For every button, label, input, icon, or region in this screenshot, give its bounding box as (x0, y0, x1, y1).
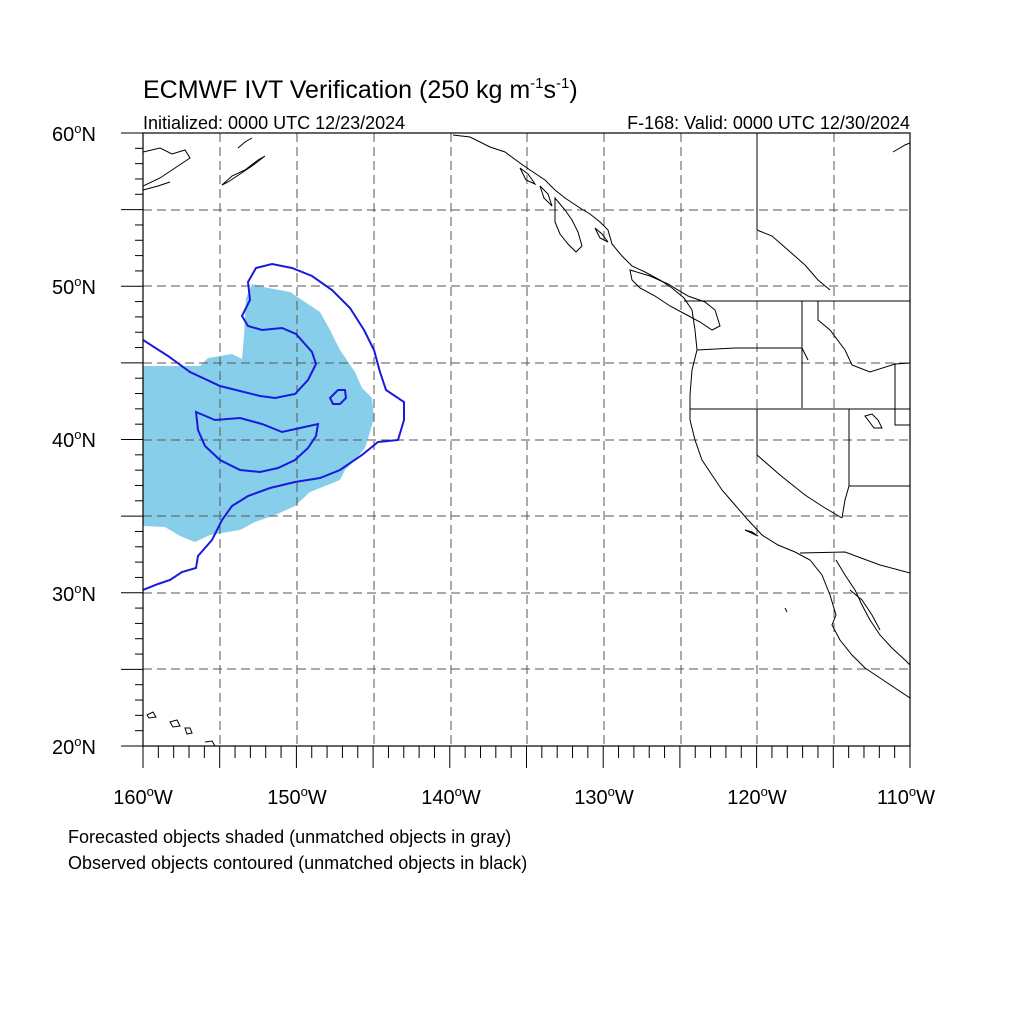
longitude-labels: 160oW 150oW 140oW 130oW 120oW 110oW (113, 784, 935, 809)
legend-forecast-note: Forecasted objects shaded (unmatched obj… (68, 827, 511, 847)
lat-label-20: 20oN (52, 734, 96, 759)
figure-title: ECMWF IVT Verification (250 kg m-1s-1) (143, 75, 578, 104)
lat-label-60: 60oN (52, 121, 96, 146)
lat-label-40: 40oN (52, 427, 96, 452)
lon-label-160: 160oW (113, 784, 173, 809)
lon-label-140: 140oW (421, 784, 481, 809)
axis-ticks (121, 132, 911, 768)
lon-label-130: 130oW (574, 784, 634, 809)
lon-label-150: 150oW (267, 784, 327, 809)
map-plot (143, 133, 910, 746)
lat-label-30: 30oN (52, 581, 96, 606)
forecast-ivt-object (143, 284, 374, 542)
initialized-label: Initialized: 0000 UTC 12/23/2024 (143, 113, 405, 133)
latitude-labels: 60oN 50oN 40oN 30oN 20oN (52, 121, 96, 759)
observed-small-contour (328, 389, 348, 405)
valid-label: F-168: Valid: 0000 UTC 12/30/2024 (627, 113, 910, 133)
legend-observed-note: Observed objects contoured (unmatched ob… (68, 853, 527, 873)
observed-ivt-contours (143, 262, 405, 591)
gridlines (143, 133, 910, 746)
coastlines (143, 133, 910, 746)
lon-label-110: 110oW (877, 784, 935, 809)
lat-label-50: 50oN (52, 274, 96, 299)
lon-label-120: 120oW (727, 784, 787, 809)
observed-outer-contour (143, 262, 405, 591)
observed-inner-contour (194, 410, 320, 474)
